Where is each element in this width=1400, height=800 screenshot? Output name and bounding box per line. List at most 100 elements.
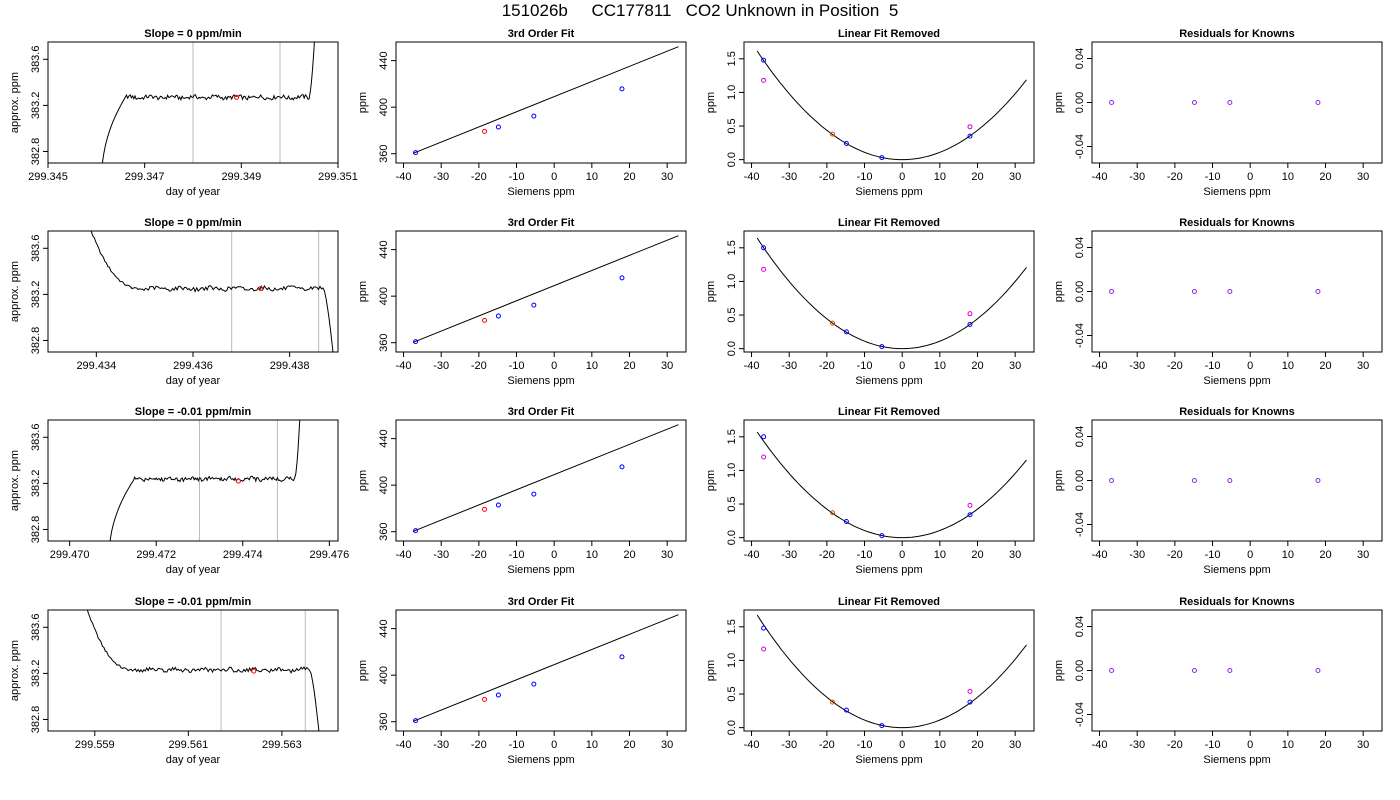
- fit-line: [412, 235, 679, 343]
- plot-frame: [1091, 230, 1383, 353]
- x-tick-label: -10: [857, 549, 873, 561]
- panel-title: Linear Fit Removed: [838, 406, 940, 418]
- x-tick-label: -30: [1129, 549, 1145, 561]
- residual-point: [967, 311, 973, 317]
- fit-curve: [756, 614, 1027, 729]
- plot-frame: [743, 609, 1035, 732]
- plot-data: [1109, 478, 1321, 483]
- known-point: [1315, 289, 1321, 294]
- unknown-point: [830, 510, 836, 516]
- plot-frame: [1091, 609, 1383, 732]
- y-axis-label: ppm: [705, 281, 717, 302]
- panel-1-3: Linear Fit Removed Siemens ppm ppm -40 -30 -2…: [705, 28, 1035, 198]
- known-point: [531, 113, 537, 119]
- panel-2-3: Linear Fit Removed Siemens ppm ppm -40 -30 -2…: [705, 217, 1035, 387]
- y-axis-label: ppm: [1053, 660, 1065, 681]
- plot-frame: [743, 419, 1035, 542]
- unknown-point: [482, 128, 488, 134]
- panel-title: Slope = -0.01 ppm/min: [135, 596, 252, 608]
- x-tick-label: 10: [586, 360, 598, 372]
- x-tick-label: 299.472: [136, 549, 176, 561]
- x-tick-label: 30: [1009, 739, 1021, 751]
- x-axis-label: Siemens ppm: [855, 754, 922, 766]
- x-axis-label: Siemens ppm: [855, 186, 922, 198]
- x-tick-label: 30: [661, 171, 673, 183]
- y-tick-label: 1.5: [726, 240, 738, 255]
- x-tick-label: 10: [586, 549, 598, 561]
- panel-3-1: Slope = -0.01 ppm/min day of year approx. …: [9, 406, 349, 576]
- x-axis-label: Siemens ppm: [1203, 564, 1270, 576]
- x-tick-label: -30: [781, 739, 797, 751]
- page-title: 151026b CC177811 CO2 Unknown in Position…: [501, 1, 899, 20]
- plot-data: [1109, 289, 1321, 294]
- x-tick-label: -10: [509, 549, 525, 561]
- x-tick-label: 299.347: [125, 171, 165, 183]
- x-tick-label: 30: [1009, 549, 1021, 561]
- plot-frame: [47, 41, 339, 164]
- x-tick-label: 299.349: [221, 171, 261, 183]
- x-tick-label: -40: [744, 739, 760, 751]
- unknown-point: [830, 131, 836, 137]
- known-point: [1227, 478, 1233, 483]
- x-tick-label: -10: [857, 360, 873, 372]
- known-point: [879, 155, 885, 161]
- fit-line: [412, 46, 679, 154]
- y-axis-label: approx. ppm: [9, 640, 21, 701]
- x-tick-label: -10: [857, 171, 873, 183]
- x-tick-label: 0: [1247, 171, 1253, 183]
- y-tick-label: 440: [378, 51, 390, 69]
- x-tick-label: 0: [551, 739, 557, 751]
- known-point: [531, 681, 537, 687]
- x-tick-label: 10: [1282, 171, 1294, 183]
- y-axis-label: approx. ppm: [9, 450, 21, 511]
- y-tick-label: 440: [378, 619, 390, 637]
- panel-title: Slope = -0.01 ppm/min: [135, 406, 252, 418]
- plot-frame: [47, 230, 339, 353]
- x-axis-label: Siemens ppm: [855, 375, 922, 387]
- x-tick-label: 0: [899, 739, 905, 751]
- x-tick-label: 10: [586, 739, 598, 751]
- x-axis-label: Siemens ppm: [507, 186, 574, 198]
- series-line: [109, 420, 301, 541]
- known-point: [1315, 100, 1321, 105]
- x-axis-label: day of year: [166, 186, 221, 198]
- x-tick-label: 299.438: [270, 360, 310, 372]
- plot-frame: [743, 230, 1035, 353]
- y-tick-label: 360: [378, 145, 390, 163]
- plot-data: [412, 46, 679, 156]
- x-tick-label: 299.474: [223, 549, 263, 561]
- plot-data: [412, 614, 679, 724]
- panel-title: Slope = 0 ppm/min: [144, 28, 242, 40]
- plot-frame: [395, 41, 687, 164]
- plot-frame: [395, 419, 687, 542]
- known-point: [413, 339, 419, 345]
- x-tick-label: -10: [509, 739, 525, 751]
- residual-point: [967, 124, 973, 130]
- x-tick-label: -30: [1129, 360, 1145, 372]
- x-tick-label: 10: [934, 739, 946, 751]
- known-point: [879, 344, 885, 350]
- known-point: [761, 434, 767, 440]
- x-tick-label: -10: [1205, 171, 1221, 183]
- x-tick-label: -20: [471, 549, 487, 561]
- known-point: [761, 245, 767, 251]
- x-axis-label: Siemens ppm: [507, 754, 574, 766]
- x-tick-label: 30: [661, 739, 673, 751]
- y-tick-label: 383.2: [30, 281, 42, 309]
- sample-point: [234, 94, 239, 100]
- y-axis-label: ppm: [357, 281, 369, 302]
- y-tick-label: 383.6: [30, 424, 42, 452]
- y-tick-label: 1.0: [726, 463, 738, 478]
- x-tick-label: 299.470: [50, 549, 90, 561]
- x-tick-label: 299.559: [75, 739, 115, 751]
- x-tick-label: 299.561: [168, 739, 208, 751]
- y-tick-label: 0.00: [1074, 281, 1086, 302]
- y-tick-label: 0.5: [726, 118, 738, 133]
- x-tick-label: -40: [396, 171, 412, 183]
- plot-frame: [47, 419, 339, 542]
- y-tick-label: 0.0: [726, 530, 738, 545]
- x-tick-label: 20: [1319, 171, 1331, 183]
- x-tick-label: -40: [744, 360, 760, 372]
- plot-data: [756, 431, 1027, 539]
- x-tick-label: -10: [1205, 549, 1221, 561]
